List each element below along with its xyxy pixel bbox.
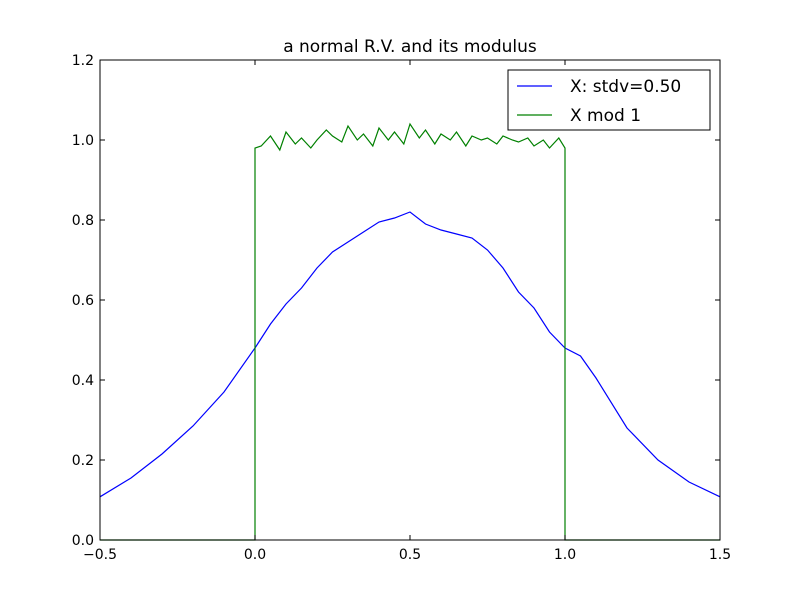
legend-box — [507, 69, 711, 131]
x-tick-label: 0.5 — [399, 547, 421, 563]
x-tick-label: 1.0 — [554, 547, 576, 563]
series-line-2 — [100, 122, 720, 541]
x-tick-label: 0.0 — [244, 547, 266, 563]
plot-area — [100, 60, 720, 540]
y-tick-label: 0.2 — [72, 453, 94, 469]
y-tick-label: 1.0 — [72, 133, 94, 149]
x-tick-label: 1.5 — [709, 547, 731, 563]
series-layer — [99, 122, 721, 541]
x-tick-label: −0.5 — [83, 547, 117, 563]
y-tick-label: 0.0 — [72, 533, 94, 549]
axes-frame — [99, 59, 721, 541]
axes-background — [100, 60, 720, 540]
chart-title: a normal R.V. and its modulus — [283, 37, 537, 57]
series-line-1 — [99, 211, 721, 498]
y-tick-label: 0.4 — [72, 373, 94, 389]
y-tick-label: 0.8 — [72, 213, 94, 229]
y-tick-label: 1.2 — [72, 53, 94, 69]
legend: X: stdv=0.50 X mod 1 — [507, 69, 711, 131]
ticks-layer: −0.5 0.0 0.5 1.0 1.50.00.20.40.60.81.01.2 — [72, 53, 731, 563]
legend-label-1: X: stdv=0.50 — [570, 77, 681, 97]
legend-label-2: X mod 1 — [570, 106, 641, 126]
y-tick-label: 0.6 — [72, 293, 94, 309]
